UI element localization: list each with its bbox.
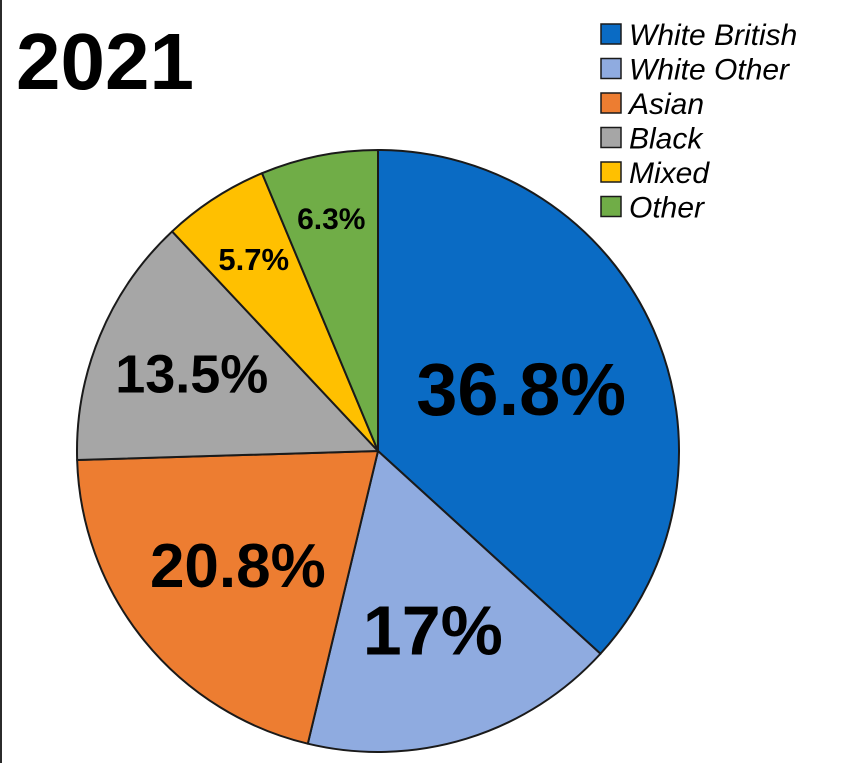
legend-swatch-white-other <box>600 57 622 80</box>
pie-slices <box>76 149 680 753</box>
pie-data-labels: 36.8% 17% 20.8% 13.5% 5.7%6.3% <box>115 203 626 670</box>
data-label-black: 13.5% <box>115 345 268 405</box>
pie-slice-white-british <box>377 149 680 655</box>
legend-label-mixed: Mixed <box>629 157 710 190</box>
legend-swatch-asian <box>600 92 622 114</box>
legend-label-other: Other <box>629 192 705 225</box>
data-label-white-other: 17% <box>363 591 503 669</box>
legend-label-white-british: White British <box>629 19 797 52</box>
data-label-other: 6.3% <box>297 203 365 236</box>
data-label-mixed: 5.7% <box>218 242 289 277</box>
legend-label-black: Black <box>629 123 704 156</box>
legend-swatch-black <box>600 126 622 149</box>
data-label-asian: 20.8% <box>150 532 326 601</box>
pie-slice-white-other <box>306 450 602 753</box>
legend-label-asian: Asian <box>627 88 704 121</box>
legend-swatch-other <box>600 195 622 218</box>
pie-slice-other <box>261 149 379 452</box>
data-label-white-british: 36.8% <box>416 348 626 431</box>
legend-swatch-mixed <box>600 161 622 183</box>
pie-slice-asian <box>76 450 379 745</box>
pie-slice-black <box>76 230 379 461</box>
legend-label-white-other: White Other <box>629 54 790 87</box>
chart-title: 2021 <box>16 17 194 106</box>
legend-swatch-white-british <box>600 23 622 45</box>
